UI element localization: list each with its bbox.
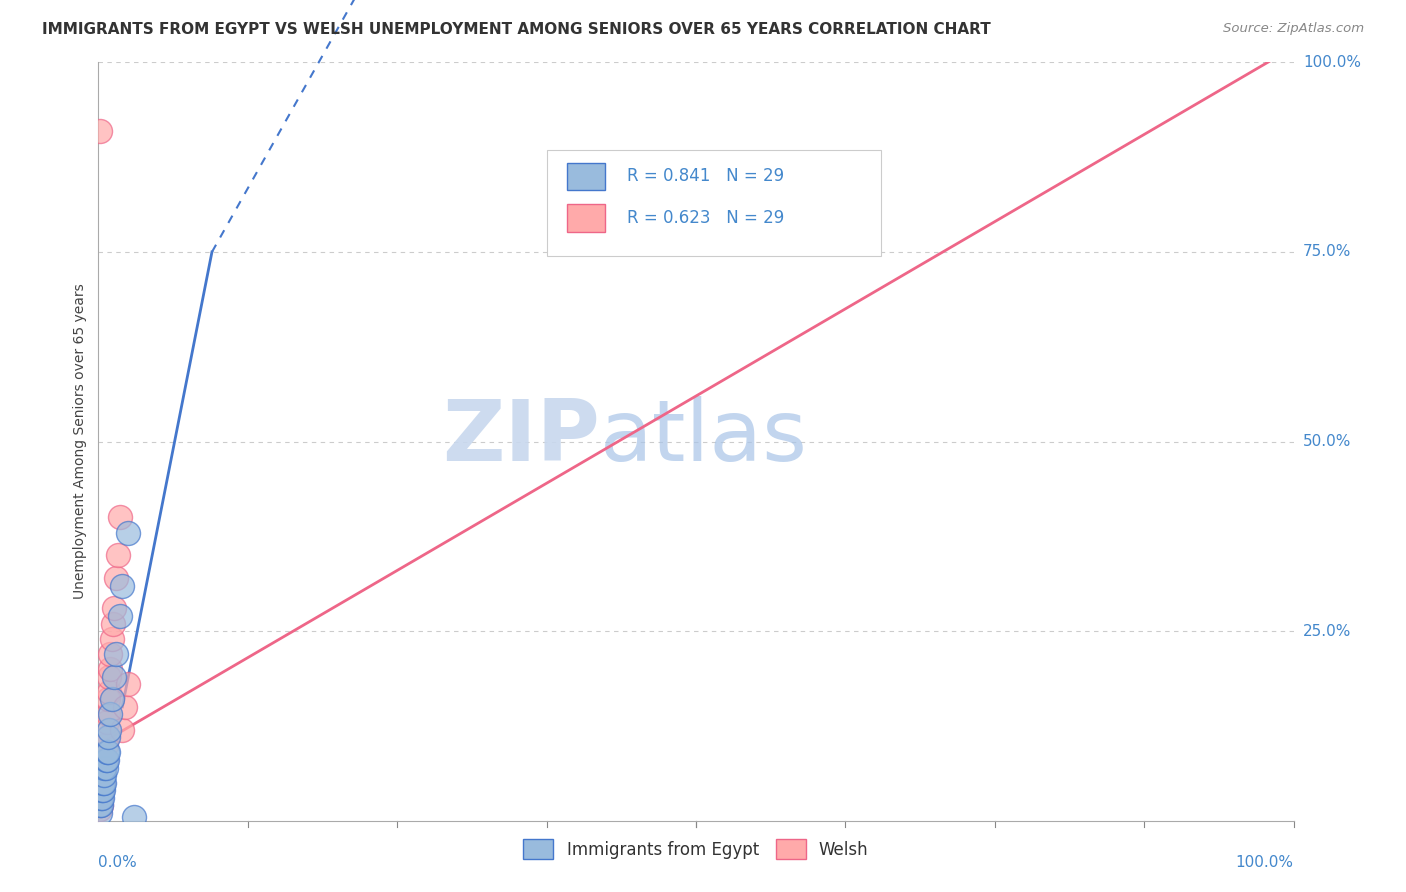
Point xyxy=(98,669,121,683)
Text: 100.0%: 100.0% xyxy=(1303,55,1361,70)
Point xyxy=(105,571,128,585)
Point xyxy=(91,768,114,782)
Text: 0.0%: 0.0% xyxy=(98,855,138,870)
Point xyxy=(97,746,120,760)
Point xyxy=(103,601,125,615)
Point xyxy=(97,692,120,706)
Point xyxy=(94,760,117,774)
Point xyxy=(90,791,112,805)
Point xyxy=(91,776,114,790)
Point xyxy=(108,510,131,524)
Text: IMMIGRANTS FROM EGYPT VS WELSH UNEMPLOYMENT AMONG SENIORS OVER 65 YEARS CORRELAT: IMMIGRANTS FROM EGYPT VS WELSH UNEMPLOYM… xyxy=(42,22,991,37)
Point xyxy=(111,579,134,593)
Point xyxy=(111,723,134,737)
Point xyxy=(90,798,112,813)
Point xyxy=(93,776,115,790)
Point xyxy=(89,798,111,813)
Point xyxy=(89,806,111,821)
Point xyxy=(94,738,117,752)
Text: 100.0%: 100.0% xyxy=(1236,855,1294,870)
Point xyxy=(91,776,114,790)
Point xyxy=(91,791,114,805)
Point xyxy=(91,768,114,782)
Point xyxy=(101,616,124,631)
Text: 75.0%: 75.0% xyxy=(1303,244,1351,260)
Point xyxy=(89,123,111,137)
Text: Source: ZipAtlas.com: Source: ZipAtlas.com xyxy=(1223,22,1364,36)
Point xyxy=(107,548,129,563)
Point xyxy=(91,776,114,790)
Point xyxy=(105,647,128,661)
Point xyxy=(93,753,115,767)
Point xyxy=(90,783,112,797)
Text: 25.0%: 25.0% xyxy=(1303,624,1351,639)
Point xyxy=(98,723,121,737)
Point xyxy=(90,798,112,813)
Point xyxy=(91,776,114,790)
Point xyxy=(97,730,120,744)
Point xyxy=(108,608,131,623)
Text: 50.0%: 50.0% xyxy=(1303,434,1351,449)
Point xyxy=(124,810,146,824)
Text: R = 0.841   N = 29: R = 0.841 N = 29 xyxy=(627,167,783,186)
Point xyxy=(97,707,120,722)
Point xyxy=(94,753,117,767)
Text: atlas: atlas xyxy=(600,396,808,479)
Point xyxy=(91,783,114,797)
FancyBboxPatch shape xyxy=(567,204,605,232)
Point xyxy=(98,647,122,661)
Point xyxy=(100,632,122,646)
Point xyxy=(93,760,115,774)
Point xyxy=(117,525,139,540)
Point xyxy=(91,783,114,797)
Legend: Immigrants from Egypt, Welsh: Immigrants from Egypt, Welsh xyxy=(516,833,876,865)
Point xyxy=(96,715,118,730)
Point xyxy=(100,692,122,706)
FancyBboxPatch shape xyxy=(567,162,605,190)
FancyBboxPatch shape xyxy=(547,150,882,256)
Point xyxy=(98,662,122,676)
Point xyxy=(117,677,139,691)
Point xyxy=(98,685,121,699)
Point xyxy=(91,783,114,797)
Text: R = 0.623   N = 29: R = 0.623 N = 29 xyxy=(627,209,785,227)
Point xyxy=(114,699,136,714)
Point xyxy=(89,802,111,816)
Point xyxy=(96,746,118,760)
Point xyxy=(96,753,118,767)
Point xyxy=(103,669,125,683)
Y-axis label: Unemployment Among Seniors over 65 years: Unemployment Among Seniors over 65 years xyxy=(73,284,87,599)
Point xyxy=(98,707,122,722)
Text: ZIP: ZIP xyxy=(443,396,600,479)
Point xyxy=(94,753,117,767)
Point xyxy=(93,760,115,774)
Point xyxy=(90,791,112,805)
Point xyxy=(96,730,118,744)
Point xyxy=(93,768,115,782)
